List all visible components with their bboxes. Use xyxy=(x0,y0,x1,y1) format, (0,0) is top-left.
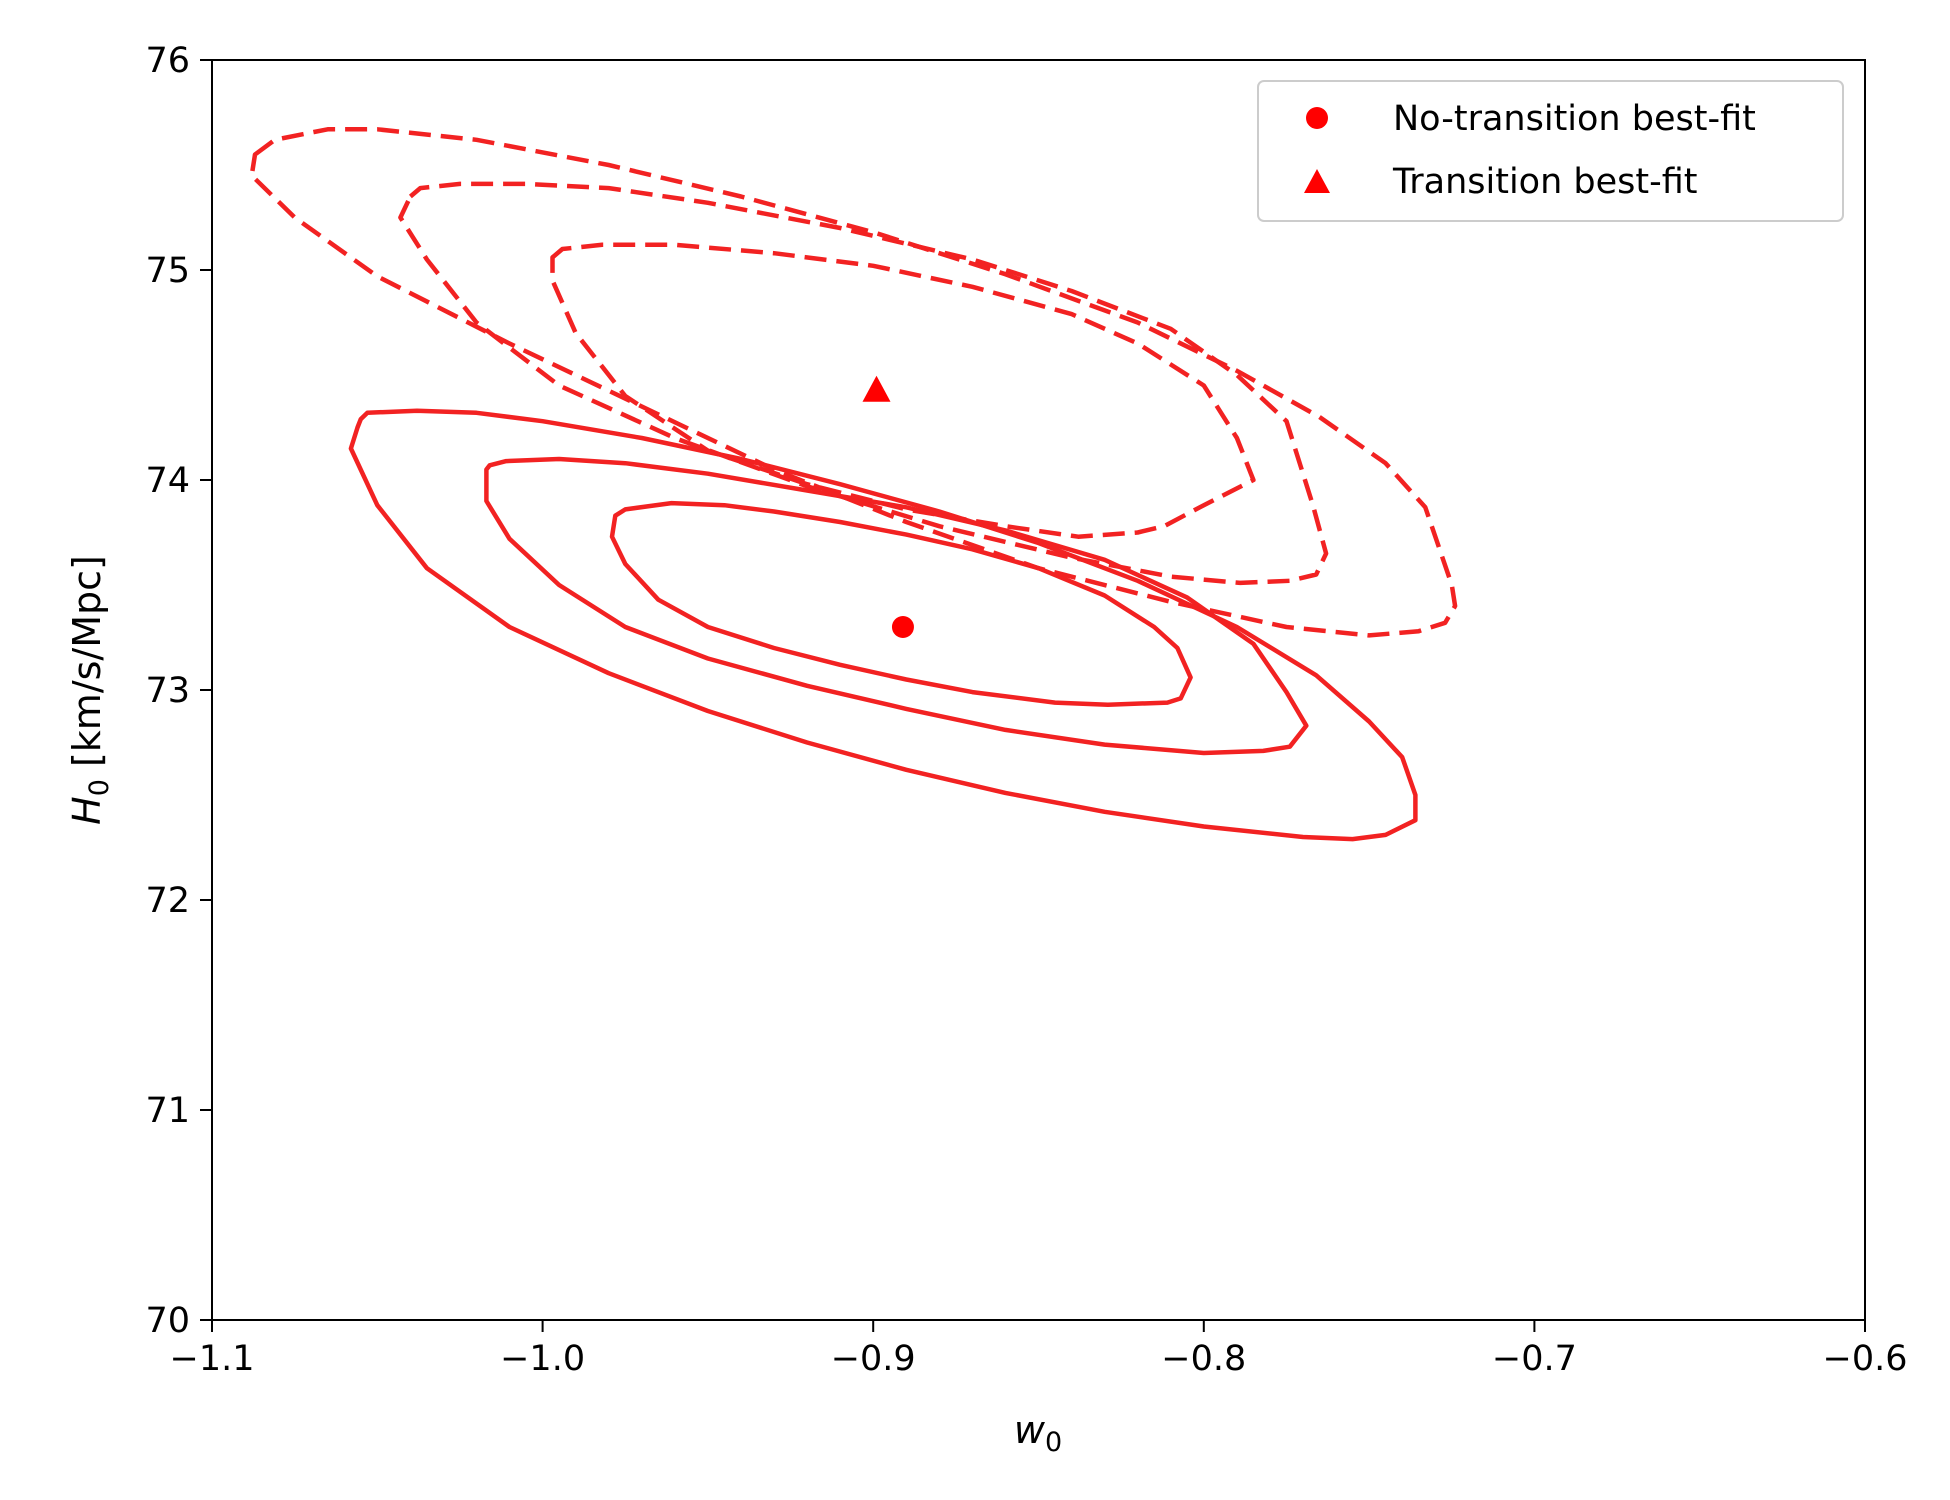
y-tick-label: 71 xyxy=(145,1091,190,1131)
no-transition-contour-1sigma xyxy=(609,500,1193,707)
transition-contour-3sigma xyxy=(249,127,1458,638)
x-axis-label-subscript: 0 xyxy=(1045,1427,1062,1458)
marker-layer xyxy=(862,375,914,638)
no-transition-best-fit-point xyxy=(891,616,914,638)
legend-frame xyxy=(1257,80,1844,222)
x-axis-ticks: −1.1 −1.0 −0.9 −0.8 −0.7 −0.6 xyxy=(170,1320,1908,1379)
y-tick-label: 72 xyxy=(145,881,190,921)
y-tick-label: 75 xyxy=(145,251,190,291)
legend-circle-marker xyxy=(1306,107,1328,129)
y-tick-label: 70 xyxy=(145,1301,190,1341)
legend-triangle-marker xyxy=(1304,169,1330,193)
transition-contour-1sigma xyxy=(550,242,1256,539)
y-axis-label: H0 [km/s/Mpc] xyxy=(65,555,115,825)
contour-layer xyxy=(249,127,1458,842)
transition-contour-2sigma xyxy=(398,181,1329,586)
x-axis-label-base: w xyxy=(1014,1408,1046,1452)
transition-best-fit-point xyxy=(862,375,891,402)
y-axis-label-subscript: 0 xyxy=(84,779,115,796)
no-transition-contour-3sigma xyxy=(348,408,1418,842)
legend-label-no-transition: No-transition best-fit xyxy=(1393,99,1756,139)
x-tick-label: −0.9 xyxy=(831,1339,916,1379)
y-axis-label-unit: [km/s/Mpc] xyxy=(65,555,109,779)
x-tick-label: −0.7 xyxy=(1492,1339,1577,1379)
x-tick-label: −1.1 xyxy=(170,1339,255,1379)
x-tick-label: −0.8 xyxy=(1161,1339,1246,1379)
x-tick-label: −1.0 xyxy=(500,1339,585,1379)
legend-label-transition: Transition best-fit xyxy=(1392,162,1698,202)
y-axis-label-base: H xyxy=(65,796,109,825)
y-axis-ticks: 70 71 72 73 74 75 76 xyxy=(145,41,212,1341)
x-axis-label: w0 xyxy=(1014,1408,1062,1458)
y-tick-label: 74 xyxy=(145,461,190,501)
legend: No-transition best-fit Transition best-f… xyxy=(1257,80,1844,222)
x-tick-label: −0.6 xyxy=(1823,1339,1908,1379)
no-transition-contour-2sigma xyxy=(484,456,1309,756)
y-tick-label: 76 xyxy=(145,41,190,81)
y-tick-label: 73 xyxy=(145,671,190,711)
